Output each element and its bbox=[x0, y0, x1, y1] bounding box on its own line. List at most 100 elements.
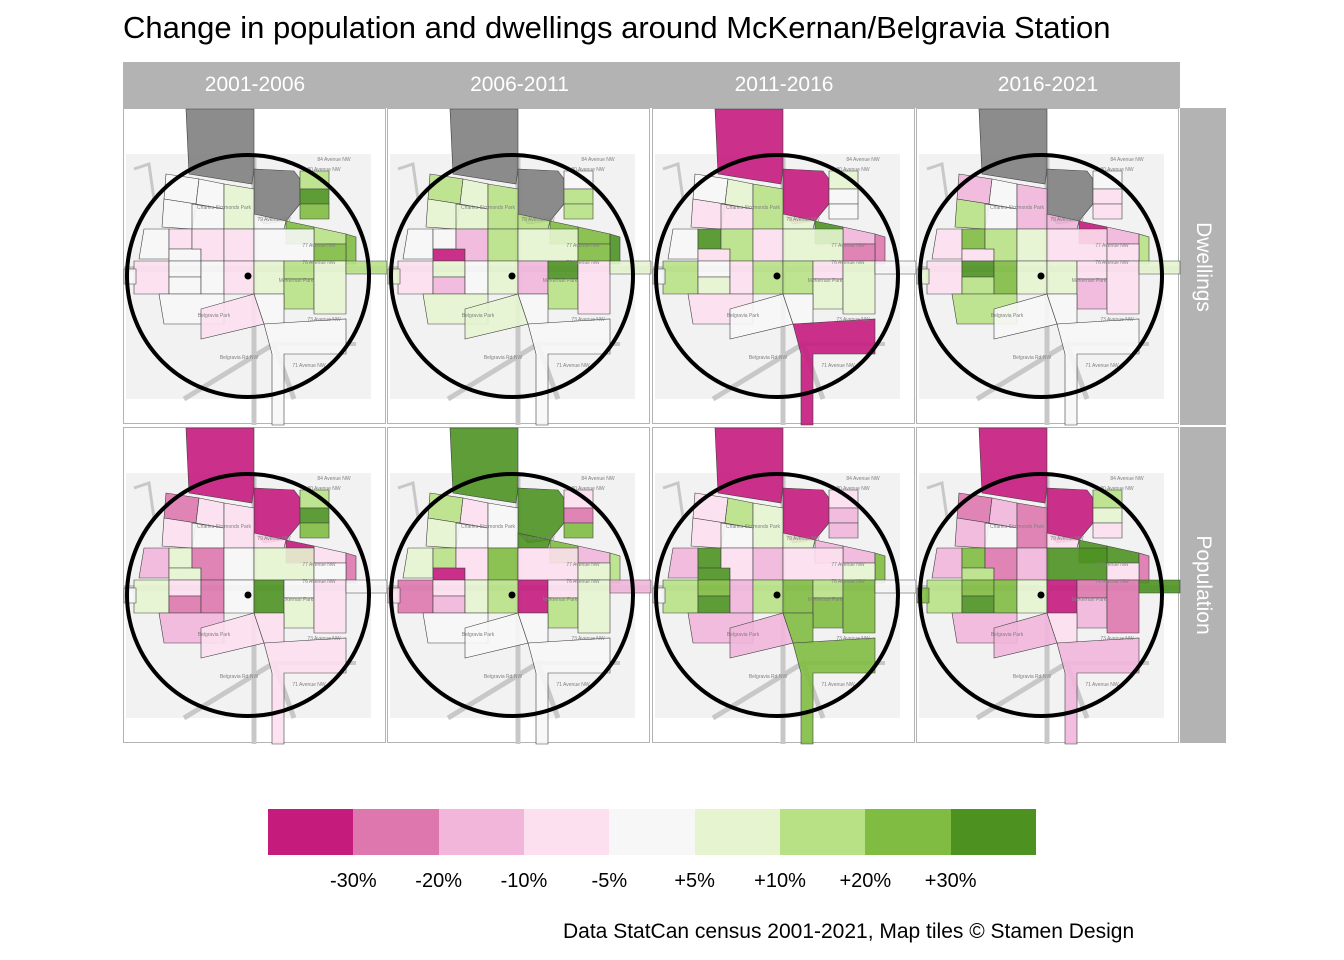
region-e-3 bbox=[345, 552, 357, 584]
region-s-center-w bbox=[729, 579, 754, 614]
region-center bbox=[752, 547, 784, 581]
map-street-label: 77 Avenue NW bbox=[302, 562, 336, 568]
region-nw-3 bbox=[954, 517, 990, 549]
map-street-label: 84 Avenue NW bbox=[581, 476, 615, 482]
region-sw-1 bbox=[662, 579, 699, 614]
region-e-3 bbox=[609, 233, 621, 265]
region-sw-1 bbox=[133, 579, 170, 614]
map-street-label: 73 Avenue NW bbox=[1100, 317, 1134, 323]
map-street-label: 71 Avenue NW bbox=[556, 682, 590, 688]
region-nw-1 bbox=[427, 492, 464, 524]
map-street-label: Belgravia Park bbox=[198, 313, 231, 319]
map-street-label: 71 Avenue NW bbox=[1085, 682, 1119, 688]
map-street-label: McKernan Park bbox=[543, 597, 578, 603]
station-point bbox=[244, 591, 252, 599]
map-street-label: 73 Avenue NW bbox=[1100, 636, 1134, 642]
map-street-label: 76 Avenue NW bbox=[831, 579, 865, 585]
region-w-3 bbox=[697, 567, 731, 581]
choropleth-map: 84 Avenue NW 80 Avenue NW Charles Simmonds… bbox=[123, 427, 388, 745]
map-street-label: Belgravia Park bbox=[991, 632, 1024, 638]
map-street-label: 77 Avenue NW bbox=[566, 243, 600, 249]
station-point bbox=[1037, 272, 1045, 280]
map-street-label: 80 Avenue NW bbox=[571, 486, 605, 492]
region-center bbox=[223, 547, 255, 581]
map-street-label: 79 Avenue NW bbox=[521, 536, 555, 542]
region-se-3 bbox=[577, 579, 611, 634]
region-sw-3 bbox=[168, 276, 202, 295]
map-street-label: 79 Avenue NW bbox=[786, 217, 820, 223]
region-w-1 bbox=[931, 228, 963, 260]
map-panel-population-2006-2011: 84 Avenue NW 80 Avenue NW Charles Simmonds… bbox=[387, 427, 652, 745]
map-street-label: Belgravia Park bbox=[727, 313, 760, 319]
map-panel-dwellings-2006-2011: 84 Avenue NW 80 Avenue NW Charles Simmonds… bbox=[387, 108, 652, 426]
map-panel-dwellings-2011-2016: 84 Avenue NW 80 Avenue NW Charles Simmonds… bbox=[652, 108, 917, 426]
map-street-label: McKernan Park bbox=[808, 278, 843, 284]
region-nw-1 bbox=[956, 173, 993, 205]
map-street-label: 80 Avenue NW bbox=[307, 167, 341, 173]
station-buffer-circle bbox=[125, 153, 371, 399]
region-center bbox=[1016, 547, 1048, 581]
map-street-label: Belgravia Rd NW bbox=[749, 355, 788, 361]
region-sw-3 bbox=[432, 595, 466, 614]
region-s-center-w bbox=[464, 579, 489, 614]
region-center bbox=[1016, 228, 1048, 262]
map-panel-population-2011-2016: 84 Avenue NW 80 Avenue NW Charles Simmonds… bbox=[652, 427, 917, 745]
region-sw-2 bbox=[168, 260, 202, 278]
map-street-label: 73 Avenue NW bbox=[836, 317, 870, 323]
road bbox=[662, 162, 685, 200]
legend-label: +5% bbox=[674, 870, 715, 892]
map-street-label: 77 Avenue NW bbox=[566, 562, 600, 568]
legend-swatch bbox=[353, 809, 439, 855]
map-panel-population-2016-2021: 84 Avenue NW 80 Avenue NW Charles Simmonds… bbox=[916, 427, 1181, 745]
region-w-1 bbox=[931, 547, 963, 579]
region-w-3 bbox=[961, 248, 995, 262]
caption: Data StatCan census 2001-2021, Map tiles… bbox=[563, 920, 1135, 943]
road bbox=[662, 481, 685, 519]
region-ne-strip-3 bbox=[299, 203, 330, 220]
region-se-3 bbox=[1106, 579, 1140, 634]
region-nw-1 bbox=[163, 173, 200, 205]
map-street-label: 71 Avenue NW bbox=[821, 363, 855, 369]
region-ne-strip-3 bbox=[299, 522, 330, 539]
map-street-label: Charles Simmonds Park bbox=[197, 205, 251, 211]
region-w-3 bbox=[961, 567, 995, 581]
map-street-label: 84 Avenue NW bbox=[846, 157, 880, 163]
legend-label: -30% bbox=[329, 870, 377, 892]
region-w-3 bbox=[168, 567, 202, 581]
road bbox=[397, 162, 420, 200]
region-ne-strip-2 bbox=[299, 507, 330, 524]
facet-strip-row-population: Population bbox=[1180, 427, 1226, 743]
station-buffer-circle bbox=[389, 472, 635, 718]
map-street-label: 80 Avenue NW bbox=[1100, 167, 1134, 173]
region-north-tall bbox=[714, 108, 784, 185]
map-street-label: 73 Avenue NW bbox=[307, 317, 341, 323]
region-e-3 bbox=[1138, 233, 1150, 265]
map-street-label: Belgravia Park bbox=[462, 632, 495, 638]
region-nw-3 bbox=[954, 198, 990, 230]
map-street-label: McKernan Park bbox=[808, 597, 843, 603]
road bbox=[397, 481, 420, 519]
map-street-label: Belgravia Rd NW bbox=[220, 355, 259, 361]
map-street-label: 76 Avenue NW bbox=[1095, 579, 1129, 585]
region-se-3 bbox=[842, 260, 876, 315]
legend-label: +10% bbox=[754, 870, 806, 892]
region-east-strip bbox=[1138, 260, 1181, 275]
region-center bbox=[487, 547, 519, 581]
choropleth-map: 84 Avenue NW 80 Avenue NW Charles Simmonds… bbox=[123, 108, 388, 426]
map-street-label: McKernan Park bbox=[279, 278, 314, 284]
road bbox=[133, 481, 156, 519]
map-street-label: 73 Avenue NW bbox=[307, 636, 341, 642]
map-street-label: Belgravia Park bbox=[991, 313, 1024, 319]
region-sw-1 bbox=[662, 260, 699, 295]
region-se-3 bbox=[842, 579, 876, 634]
facet-strip-col-1: 2006-2011 bbox=[387, 62, 652, 108]
region-sw-1 bbox=[397, 260, 434, 295]
map-street-label: Belgravia Rd NW bbox=[1013, 674, 1052, 680]
map-street-label: Charles Simmonds Park bbox=[990, 205, 1044, 211]
region-nw-3 bbox=[690, 198, 726, 230]
region-w-1 bbox=[402, 228, 434, 260]
legend-swatch bbox=[438, 809, 524, 855]
map-street-label: 80 Avenue NW bbox=[571, 167, 605, 173]
legend-swatch bbox=[779, 809, 866, 855]
facet-strip-col-2: 2011-2016 bbox=[652, 62, 916, 108]
